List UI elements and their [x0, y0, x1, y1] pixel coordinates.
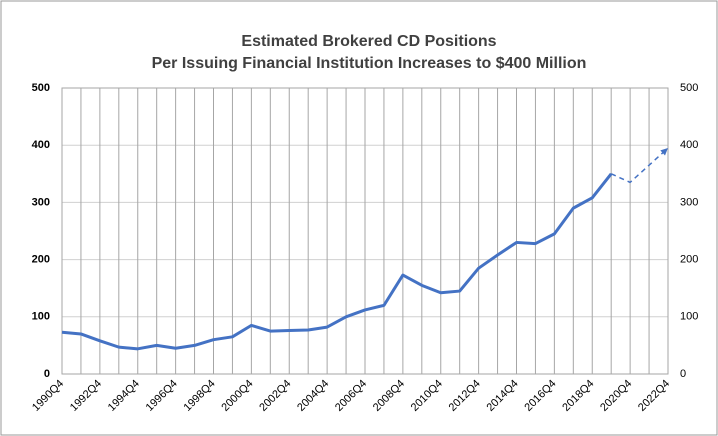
y-tick-label: 0 [44, 368, 50, 380]
y2-tick-label: 400 [680, 139, 698, 151]
chart-title: Estimated Brokered CD Positions [241, 33, 496, 50]
y-tick-label: 300 [32, 196, 50, 208]
y-tick-label: 200 [32, 254, 50, 266]
data-line [61, 172, 613, 351]
y2-tick-label: 300 [680, 196, 698, 208]
y-tick-label: 100 [32, 311, 50, 323]
plot-border [61, 87, 669, 375]
y2-tick-label: 200 [680, 254, 698, 266]
y-tick-label: 400 [32, 139, 50, 151]
y2-tick-label: 100 [680, 311, 698, 323]
arrow-head [660, 148, 668, 156]
y-tick-label: 500 [32, 82, 50, 94]
y2-tick-label: 500 [680, 82, 698, 94]
y2-tick-label: 0 [680, 368, 686, 380]
data-line [610, 147, 669, 184]
chart-title: Per Issuing Financial Institution Increa… [152, 55, 587, 72]
